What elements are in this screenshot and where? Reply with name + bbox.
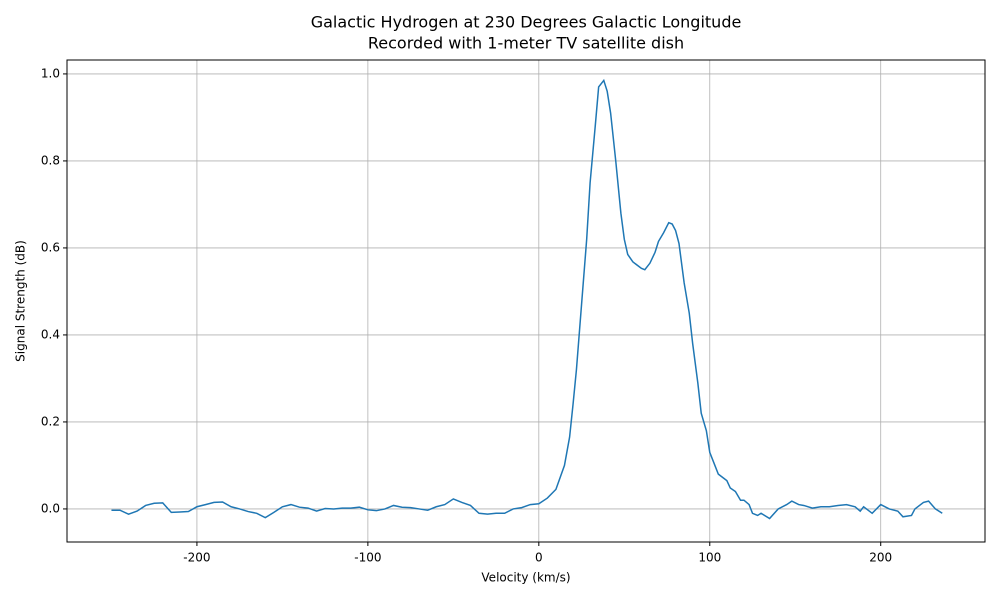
x-tick-label: 100 xyxy=(698,551,721,565)
x-tick-label: -100 xyxy=(354,551,381,565)
data-line xyxy=(111,78,943,520)
y-axis-label: Signal Strength (dB) xyxy=(14,240,28,362)
y-tick-label: 0.8 xyxy=(41,153,60,167)
y-tick-label: 0.2 xyxy=(41,414,60,428)
y-tick-label: 0.4 xyxy=(41,327,60,341)
y-tick-label: 1.0 xyxy=(41,66,60,80)
chart-subtitle: Recorded with 1-meter TV satellite dish xyxy=(368,34,684,53)
plot-frame xyxy=(66,59,986,543)
chart-title: Galactic Hydrogen at 230 Degrees Galacti… xyxy=(311,13,742,32)
y-tick-label: 0.0 xyxy=(41,501,60,515)
x-axis-label: Velocity (km/s) xyxy=(481,571,570,585)
x-tick-label: 200 xyxy=(869,551,892,565)
x-tick-label: 0 xyxy=(535,551,543,565)
y-tick-label: 0.6 xyxy=(41,240,60,254)
x-tick-label: -200 xyxy=(183,551,210,565)
